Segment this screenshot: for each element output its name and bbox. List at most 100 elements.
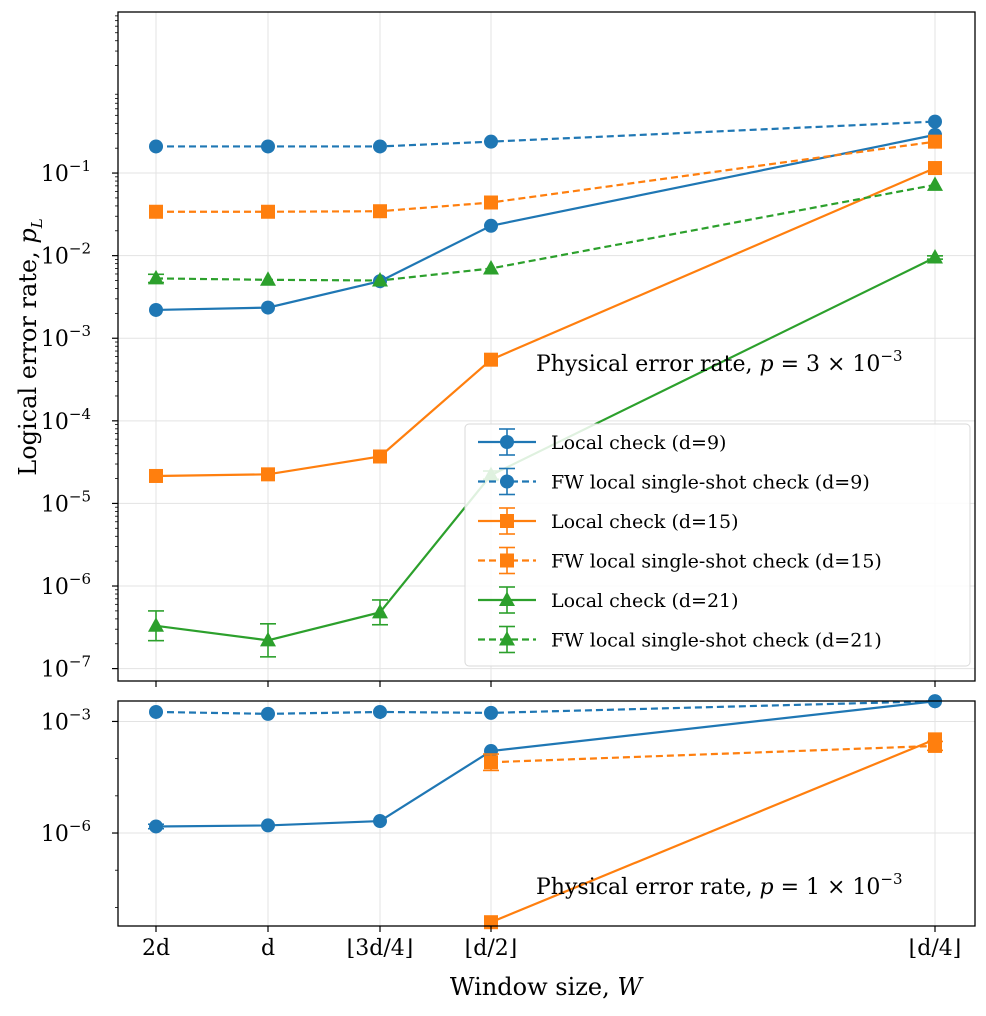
legend-entry: FW local single-shot check (d=15) — [478, 546, 882, 575]
y-tick-exponent: −6 — [69, 817, 91, 835]
y-tick-exponent: −1 — [69, 157, 91, 175]
legend-items: Local check (d=9) FW local single-shot ch… — [478, 428, 882, 654]
legend-entry: FW local single-shot check (d=9) — [478, 467, 870, 496]
data-point — [927, 248, 943, 264]
data-point — [484, 705, 498, 720]
y-tick-exponent: −4 — [69, 405, 91, 423]
legend-marker — [499, 591, 515, 606]
y-axis-title: Logical error rate, pL — [14, 218, 46, 475]
series-line — [490, 744, 936, 764]
y-tick-exponent: −6 — [69, 570, 91, 588]
data-point — [484, 755, 498, 770]
data-point — [928, 134, 942, 149]
series-line — [155, 183, 936, 282]
data-point — [149, 704, 163, 719]
data-point — [373, 204, 387, 219]
top-annotation: Physical error rate, p = 3 × 10−3 — [536, 347, 903, 377]
legend-marker — [500, 514, 514, 528]
data-point — [484, 195, 498, 210]
legend-entry: FW local single-shot check (d=21) — [478, 625, 882, 654]
legend-marker — [499, 631, 515, 646]
x-tick-label: 2d — [142, 936, 170, 961]
data-point — [484, 218, 498, 233]
legend: Local check (d=9) FW local single-shot ch… — [464, 423, 971, 667]
data-point — [373, 814, 387, 829]
data-point — [149, 468, 163, 483]
y-tick-label: 10−6 — [41, 570, 91, 600]
data-point — [372, 603, 388, 619]
y-tick-exponent: −5 — [69, 487, 91, 505]
data-point — [484, 352, 498, 367]
data-point — [372, 272, 388, 287]
bottom-annotation: Physical error rate, p = 1 × 10−3 — [536, 870, 903, 900]
legend-entry: Local check (d=21) — [478, 586, 739, 614]
data-point — [261, 139, 275, 154]
y-tick-label: 10−5 — [41, 487, 91, 517]
data-point — [261, 204, 275, 219]
legend-marker — [500, 474, 514, 489]
x-tick-label: d — [261, 936, 275, 961]
data-point — [928, 738, 942, 753]
x-axis-title: Window size, W — [450, 973, 644, 1001]
legend-label: FW local single-shot check (d=9) — [551, 472, 870, 494]
y-tick-exponent: −7 — [69, 653, 91, 671]
data-point — [373, 704, 387, 719]
legend-label: Local check (d=9) — [551, 432, 726, 454]
data-point — [260, 631, 276, 647]
data-point — [373, 139, 387, 154]
data-point — [148, 269, 164, 285]
series-0-2 — [149, 161, 942, 483]
legend-label: FW local single-shot check (d=21) — [551, 630, 882, 652]
data-point — [261, 706, 275, 721]
y-tick-label: 10−1 — [41, 157, 91, 187]
data-point — [149, 139, 163, 154]
data-point — [149, 204, 163, 219]
y-tick-label: 10−3 — [41, 705, 91, 735]
top-series — [148, 114, 943, 658]
y-tick-exponent: −2 — [69, 240, 91, 258]
data-point — [261, 300, 275, 315]
x-tick-label: ⌊d/2⌋ — [465, 936, 518, 961]
bottom-panel: 10−6 10−3 Physical error rate, p = 1 × 10… — [41, 694, 976, 1001]
series-line — [156, 140, 936, 213]
data-point — [484, 134, 498, 149]
series-line — [490, 738, 936, 924]
top-y-ticks: 10−7 10−6 10−5 10−4 10−3 10−2 10−1 — [41, 15, 118, 683]
y-tick-label: 10−3 — [41, 322, 91, 352]
series-0-3 — [149, 134, 942, 219]
y-tick-exponent: −3 — [69, 705, 91, 723]
legend-box — [464, 423, 971, 667]
series-0-5 — [148, 176, 943, 287]
data-point — [483, 259, 499, 275]
legend-marker — [500, 435, 514, 449]
y-tick-label: 10−4 — [41, 405, 91, 435]
y-tick-label: 10−7 — [41, 653, 91, 683]
series-0-1 — [149, 114, 942, 154]
top-panel: 10−7 10−6 10−5 10−4 10−3 10−2 10−1 Physical er… — [14, 11, 976, 687]
series-line — [155, 700, 936, 828]
data-point — [149, 819, 163, 834]
bottom-plot-frame — [117, 700, 976, 927]
data-point — [928, 161, 942, 176]
bottom-series — [148, 694, 943, 930]
data-point — [261, 818, 275, 833]
top-grid — [118, 12, 975, 681]
y-tick-label: 10−6 — [41, 817, 91, 847]
legend-label: FW local single-shot check (d=15) — [551, 551, 882, 573]
data-point — [373, 449, 387, 464]
legend-entry: Local check (d=9) — [478, 428, 726, 456]
x-ticks: 2d d ⌊3d/4⌋ ⌊d/2⌋ ⌊d/4⌋ — [142, 936, 961, 961]
bottom-y-ticks: 10−6 10−3 — [41, 705, 118, 908]
x-tick-label: ⌊d/4⌋ — [909, 936, 962, 961]
legend-label: Local check (d=15) — [551, 511, 739, 533]
legend-label: Local check (d=21) — [551, 590, 739, 612]
data-point — [927, 176, 943, 191]
y-tick-exponent: −3 — [69, 322, 91, 340]
series-1-3 — [483, 738, 943, 772]
data-point — [148, 617, 164, 632]
y-tick-label: 10−2 — [41, 240, 91, 270]
legend-marker — [500, 553, 514, 568]
data-point — [261, 467, 275, 482]
legend-entry: Local check (d=15) — [478, 507, 739, 535]
